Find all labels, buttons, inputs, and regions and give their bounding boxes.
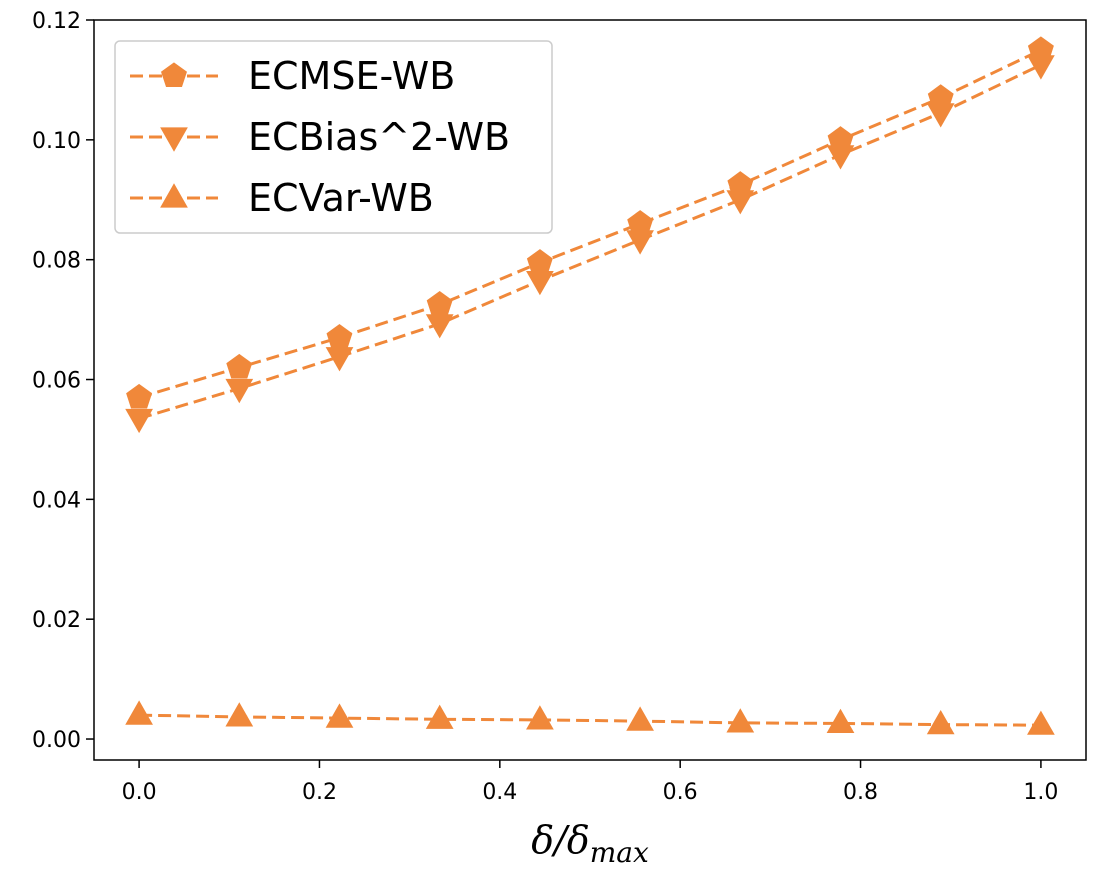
x-axis-label: δ/δmax xyxy=(531,818,649,869)
data-point xyxy=(826,708,855,733)
y-axis: 0.00 0.02 0.04 0.06 0.08 0.10 0.12 xyxy=(32,9,94,753)
series-line xyxy=(138,48,1042,399)
series-ecmse-wb xyxy=(126,36,1054,409)
legend-item: ECMSE-WB xyxy=(130,54,455,98)
x-tick-label: 0.0 xyxy=(122,780,157,805)
data-point xyxy=(225,702,254,727)
y-tick-label: 0.04 xyxy=(32,488,81,513)
data-point xyxy=(125,700,153,725)
legend-item: ECVar-WB xyxy=(130,176,434,220)
legend-label: ECVar-WB xyxy=(248,176,434,220)
data-point xyxy=(626,230,654,255)
data-point xyxy=(726,190,755,215)
x-axis: 0.0 0.2 0.4 0.6 0.8 1.0 xyxy=(122,760,1058,805)
data-point xyxy=(425,314,454,339)
data-point xyxy=(1027,55,1055,80)
legend: ECMSE-WB ECBias^2-WB ECVar-WB xyxy=(114,40,553,234)
y-tick-label: 0.10 xyxy=(32,129,81,154)
x-tick-label: 0.8 xyxy=(843,780,878,805)
legend-box xyxy=(114,40,553,234)
data-point xyxy=(826,145,855,170)
data-point xyxy=(726,708,755,733)
data-point xyxy=(225,378,254,404)
data-point xyxy=(226,353,253,379)
data-point xyxy=(125,408,153,434)
series-layer xyxy=(125,36,1055,735)
data-point xyxy=(926,709,955,735)
y-tick-label: 0.08 xyxy=(32,249,81,274)
series-line xyxy=(138,63,1042,420)
legend-marker xyxy=(160,127,188,152)
legend-marker xyxy=(161,62,187,87)
data-point xyxy=(626,706,654,731)
y-tick-label: 0.12 xyxy=(32,9,81,34)
data-point xyxy=(126,383,153,409)
data-point xyxy=(425,704,454,729)
series-ecbias-2-wb xyxy=(125,55,1055,434)
y-tick-label: 0.00 xyxy=(32,728,81,753)
x-tick-label: 1.0 xyxy=(1023,780,1058,805)
data-point xyxy=(325,703,354,728)
legend-label: ECBias^2-WB xyxy=(248,115,510,159)
x-tick-label: 0.4 xyxy=(482,780,517,805)
series-line xyxy=(139,713,1041,727)
data-point xyxy=(526,271,554,296)
x-tick-label: 0.2 xyxy=(302,780,337,805)
legend-marker xyxy=(160,183,188,208)
y-tick-label: 0.06 xyxy=(32,369,81,394)
data-point xyxy=(926,103,955,128)
legend-item: ECBias^2-WB xyxy=(130,115,510,159)
data-point xyxy=(526,705,554,730)
y-tick-label: 0.02 xyxy=(32,608,81,633)
data-point xyxy=(1027,710,1055,735)
legend-label: ECMSE-WB xyxy=(248,54,455,98)
series-ecvar-wb xyxy=(125,700,1055,735)
data-point xyxy=(325,347,354,372)
x-tick-label: 0.6 xyxy=(663,780,698,805)
